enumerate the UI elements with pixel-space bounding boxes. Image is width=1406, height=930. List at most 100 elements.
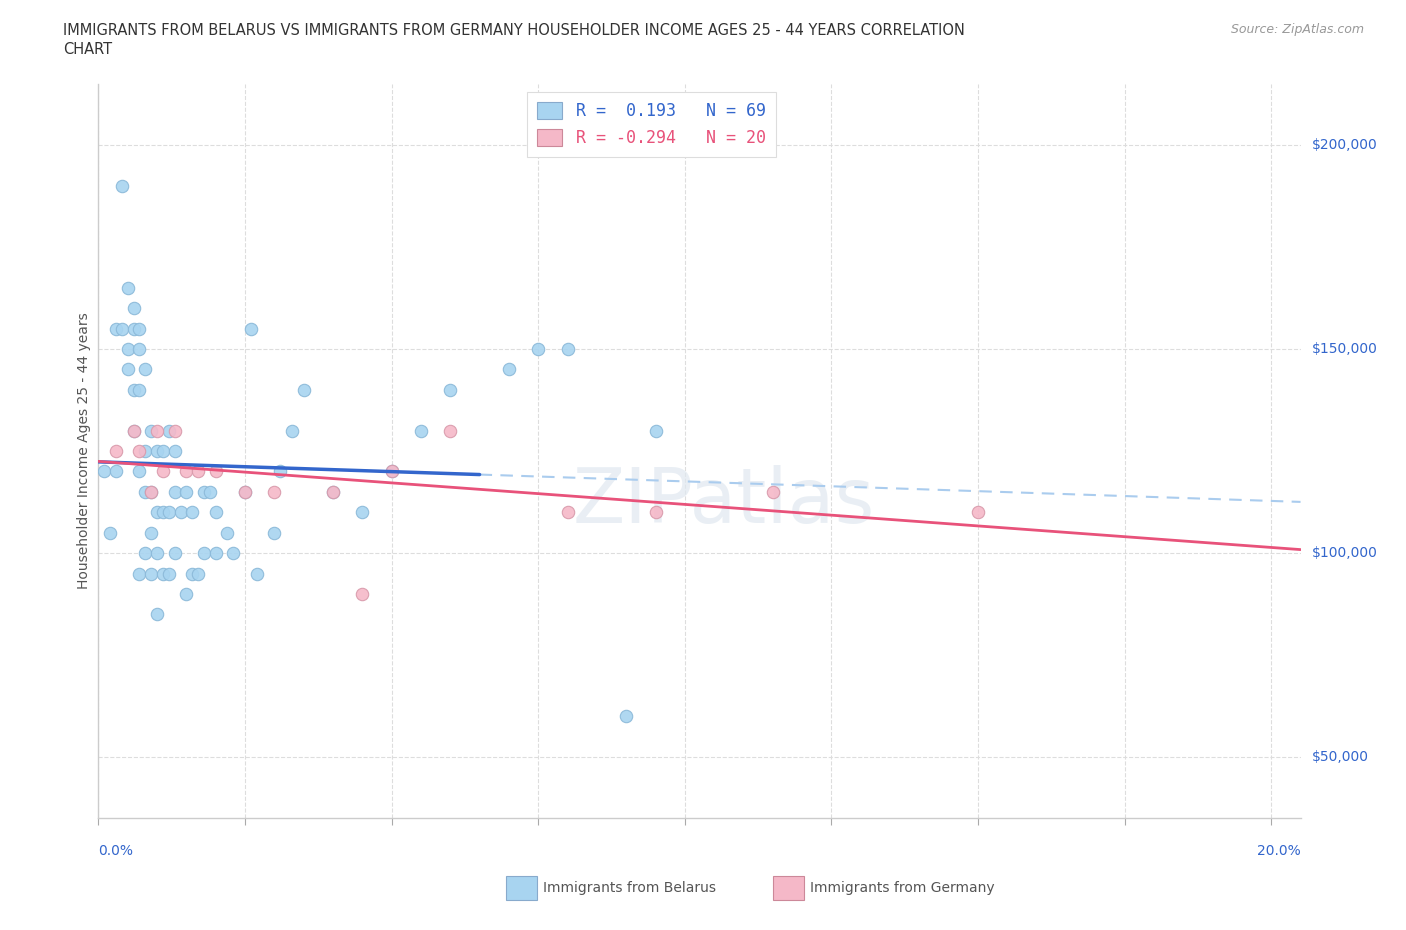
Point <box>146 505 169 520</box>
Point <box>141 423 163 438</box>
Text: CHART: CHART <box>63 42 112 57</box>
Point <box>644 423 666 438</box>
Text: 20.0%: 20.0% <box>1257 844 1301 858</box>
Text: Immigrants from Belarus: Immigrants from Belarus <box>543 881 716 896</box>
Point <box>163 485 186 499</box>
Point <box>152 444 174 458</box>
Point <box>439 382 461 397</box>
Point <box>233 485 256 499</box>
Point <box>352 505 374 520</box>
Point <box>193 485 215 499</box>
Point <box>122 300 145 315</box>
Point <box>204 546 226 561</box>
Point <box>134 546 156 561</box>
Point <box>134 362 156 377</box>
Point <box>141 485 163 499</box>
Point <box>204 505 226 520</box>
Point <box>146 423 169 438</box>
Point <box>322 485 344 499</box>
Point <box>146 546 169 561</box>
Point <box>128 566 150 581</box>
Point <box>762 485 785 499</box>
Point <box>146 607 169 622</box>
Point <box>111 321 134 336</box>
Point <box>187 464 209 479</box>
Point <box>381 464 404 479</box>
Point <box>557 341 579 356</box>
Point <box>128 444 150 458</box>
Text: $150,000: $150,000 <box>1312 342 1378 356</box>
Point <box>198 485 221 499</box>
Text: Source: ZipAtlas.com: Source: ZipAtlas.com <box>1230 23 1364 36</box>
Point <box>187 566 209 581</box>
Text: $200,000: $200,000 <box>1312 138 1378 152</box>
Point <box>122 382 145 397</box>
Point <box>141 566 163 581</box>
Point <box>233 485 256 499</box>
Point <box>141 485 163 499</box>
Point <box>263 525 285 540</box>
Point <box>269 464 291 479</box>
Legend: R =  0.193   N = 69, R = -0.294   N = 20: R = 0.193 N = 69, R = -0.294 N = 20 <box>527 92 776 156</box>
Text: Immigrants from Germany: Immigrants from Germany <box>810 881 994 896</box>
Point <box>169 505 191 520</box>
Point <box>93 464 115 479</box>
Point <box>98 525 121 540</box>
Point <box>614 709 637 724</box>
Point <box>498 362 520 377</box>
Y-axis label: Householder Income Ages 25 - 44 years: Householder Income Ages 25 - 44 years <box>77 312 91 590</box>
Point <box>117 341 139 356</box>
Point <box>117 362 139 377</box>
Point <box>176 587 198 602</box>
Point <box>409 423 432 438</box>
Point <box>134 485 156 499</box>
Point <box>157 505 180 520</box>
Point <box>134 444 156 458</box>
Point <box>105 444 128 458</box>
Point <box>439 423 461 438</box>
Text: IMMIGRANTS FROM BELARUS VS IMMIGRANTS FROM GERMANY HOUSEHOLDER INCOME AGES 25 - : IMMIGRANTS FROM BELARUS VS IMMIGRANTS FR… <box>63 23 965 38</box>
Point <box>222 546 245 561</box>
Point <box>157 566 180 581</box>
Point <box>146 444 169 458</box>
Point <box>122 423 145 438</box>
Point <box>217 525 239 540</box>
Point <box>163 423 186 438</box>
Point <box>204 464 226 479</box>
Point <box>381 464 404 479</box>
Point <box>128 341 150 356</box>
Point <box>152 505 174 520</box>
Point <box>281 423 304 438</box>
Point <box>557 505 579 520</box>
Point <box>105 321 128 336</box>
Point <box>352 587 374 602</box>
Point <box>176 464 198 479</box>
Text: 0.0%: 0.0% <box>98 844 134 858</box>
Point <box>322 485 344 499</box>
Point <box>117 280 139 295</box>
Point <box>152 464 174 479</box>
Point <box>181 566 204 581</box>
Point <box>105 464 128 479</box>
Point <box>128 382 150 397</box>
Point <box>246 566 269 581</box>
Point <box>111 179 134 193</box>
Point <box>181 505 204 520</box>
Point <box>292 382 315 397</box>
Point <box>122 423 145 438</box>
Point <box>163 444 186 458</box>
Point <box>644 505 666 520</box>
Point <box>193 546 215 561</box>
Point <box>239 321 262 336</box>
Point <box>163 546 186 561</box>
Point <box>157 423 180 438</box>
Text: $100,000: $100,000 <box>1312 546 1378 560</box>
Point <box>128 321 150 336</box>
Point <box>263 485 285 499</box>
Point <box>967 505 990 520</box>
Point <box>176 485 198 499</box>
Point <box>122 321 145 336</box>
Point <box>527 341 550 356</box>
Point <box>141 525 163 540</box>
Point <box>152 566 174 581</box>
